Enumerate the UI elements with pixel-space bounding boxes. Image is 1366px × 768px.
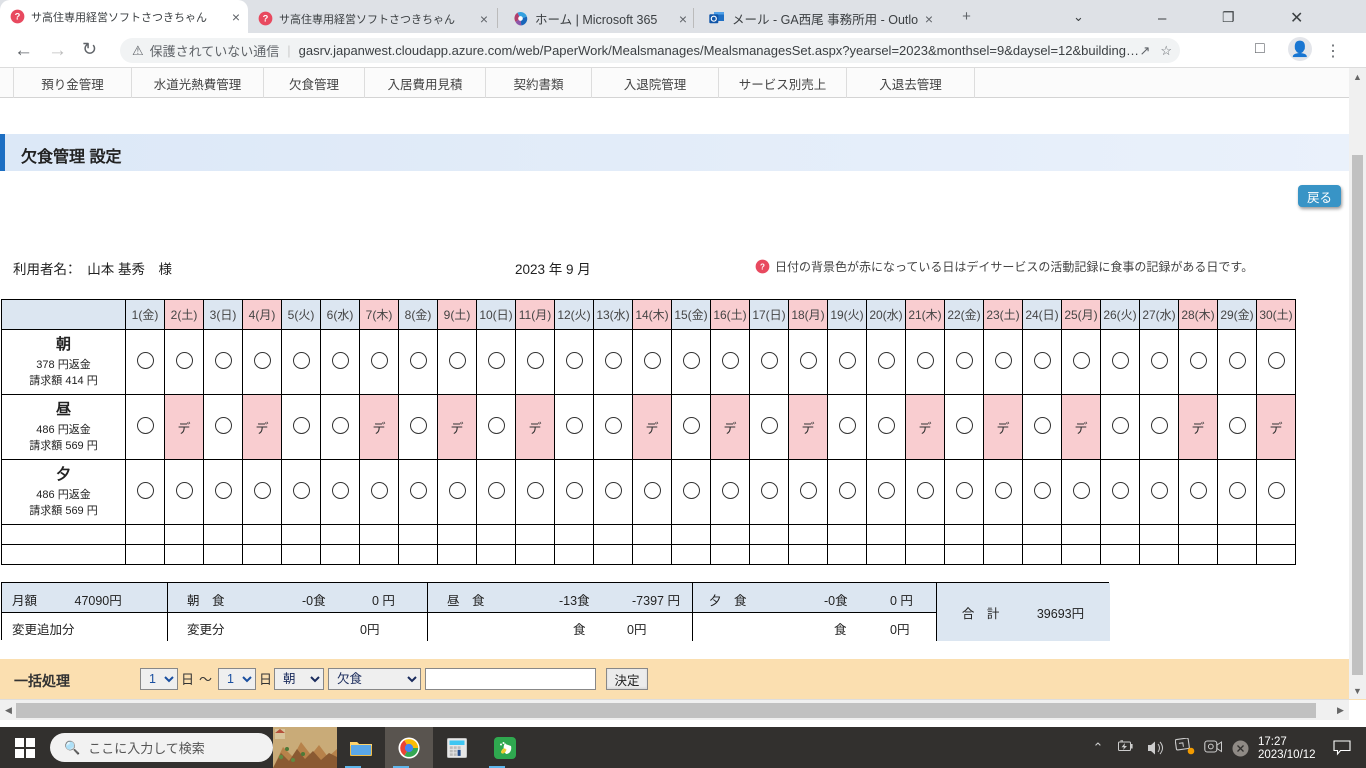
svg-text:?: ? <box>15 12 21 22</box>
svg-text:?: ? <box>760 262 765 271</box>
svg-text:?: ? <box>263 14 269 24</box>
